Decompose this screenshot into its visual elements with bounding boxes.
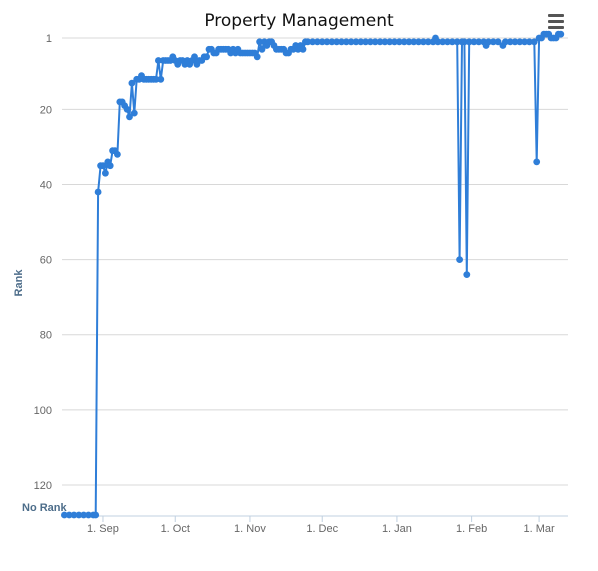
data-point bbox=[381, 38, 389, 46]
data-point bbox=[463, 271, 471, 278]
data-point bbox=[357, 38, 365, 46]
data-point bbox=[475, 38, 483, 46]
data-point bbox=[155, 57, 162, 64]
x-axis: 1. Sep 1. Oct 1. Nov 1. Dec 1. Jan 1. Feb 1. M… bbox=[62, 515, 568, 535]
data-point bbox=[333, 38, 341, 46]
data-point bbox=[258, 45, 266, 53]
data-point bbox=[371, 38, 379, 46]
data-point bbox=[386, 38, 394, 46]
x-tick-label: 1. Jan bbox=[382, 523, 412, 535]
data-point bbox=[314, 38, 321, 46]
data-point bbox=[80, 511, 88, 519]
data-point bbox=[391, 38, 398, 46]
data-point bbox=[415, 38, 422, 46]
data-point bbox=[439, 38, 447, 46]
y-tick-label: 20 bbox=[40, 104, 52, 116]
data-point bbox=[65, 511, 73, 519]
x-tick-label: 1. Oct bbox=[161, 523, 190, 535]
data-point bbox=[299, 45, 307, 53]
data-point bbox=[410, 38, 418, 46]
data-point bbox=[506, 38, 514, 46]
x-tick-label: 1. Dec bbox=[306, 523, 338, 535]
data-point bbox=[323, 38, 331, 46]
data-point bbox=[434, 38, 442, 46]
data-point bbox=[114, 151, 121, 158]
data-point bbox=[448, 38, 456, 46]
data-point bbox=[470, 38, 478, 46]
data-point bbox=[123, 106, 131, 113]
x-tick-label: 1. Mar bbox=[523, 523, 555, 535]
y-tick-label: 80 bbox=[40, 330, 52, 342]
data-point bbox=[70, 511, 78, 519]
data-point bbox=[94, 188, 102, 196]
data-point bbox=[557, 30, 565, 38]
data-point bbox=[318, 38, 326, 46]
data-point bbox=[521, 38, 528, 46]
data-point bbox=[444, 38, 451, 46]
data-point bbox=[405, 38, 413, 46]
y-tick-label: 40 bbox=[40, 179, 52, 191]
data-point bbox=[461, 38, 468, 46]
series-rank bbox=[61, 30, 565, 519]
x-tick-label: 1. Nov bbox=[234, 523, 266, 535]
data-point bbox=[376, 38, 384, 46]
data-point bbox=[494, 38, 502, 46]
data-point bbox=[75, 511, 83, 519]
data-point bbox=[191, 53, 198, 61]
y-tick-label: 60 bbox=[40, 255, 52, 267]
data-point bbox=[352, 38, 360, 46]
data-point bbox=[420, 38, 427, 46]
data-point bbox=[400, 38, 408, 46]
data-point bbox=[533, 158, 541, 166]
data-point bbox=[157, 75, 165, 83]
data-point bbox=[102, 169, 109, 177]
data-point bbox=[516, 38, 524, 46]
y-tick-label: 100 bbox=[34, 405, 52, 417]
data-point bbox=[395, 38, 403, 46]
y-tick-label: 1 bbox=[46, 33, 52, 45]
data-point bbox=[362, 38, 369, 46]
data-point bbox=[61, 511, 68, 519]
data-point bbox=[489, 38, 497, 46]
series-line bbox=[64, 33, 561, 516]
data-point bbox=[485, 38, 492, 46]
data-point bbox=[128, 79, 136, 87]
hamburger-menu-icon[interactable] bbox=[546, 12, 566, 30]
chart-title: Property Management bbox=[204, 11, 394, 31]
y-axis-title: Rank bbox=[13, 269, 25, 297]
data-point bbox=[126, 113, 133, 121]
data-point bbox=[328, 38, 336, 46]
data-point bbox=[309, 38, 316, 46]
data-point bbox=[465, 38, 473, 46]
data-point bbox=[152, 75, 160, 83]
data-point bbox=[203, 53, 211, 61]
data-point bbox=[453, 38, 461, 46]
data-point bbox=[347, 38, 355, 46]
data-point bbox=[502, 38, 509, 46]
data-point bbox=[130, 109, 138, 117]
y-no-rank-label: No Rank bbox=[22, 502, 68, 514]
data-point bbox=[92, 511, 100, 519]
data-point bbox=[530, 38, 538, 46]
data-point bbox=[256, 38, 263, 46]
data-point bbox=[85, 511, 92, 519]
y-tick-label: 120 bbox=[34, 480, 52, 492]
data-point bbox=[511, 38, 519, 46]
x-tick-label: 1. Sep bbox=[87, 523, 119, 535]
data-point bbox=[99, 162, 107, 170]
data-point bbox=[367, 38, 374, 46]
data-point bbox=[342, 38, 350, 46]
data-point bbox=[304, 38, 312, 46]
data-point bbox=[338, 38, 345, 46]
data-point bbox=[253, 53, 261, 61]
data-point bbox=[106, 162, 114, 170]
data-point bbox=[526, 38, 533, 46]
grid-lines bbox=[62, 37, 568, 486]
x-tick-label: 1. Feb bbox=[456, 523, 487, 535]
data-point bbox=[424, 38, 432, 46]
data-point bbox=[456, 256, 463, 263]
